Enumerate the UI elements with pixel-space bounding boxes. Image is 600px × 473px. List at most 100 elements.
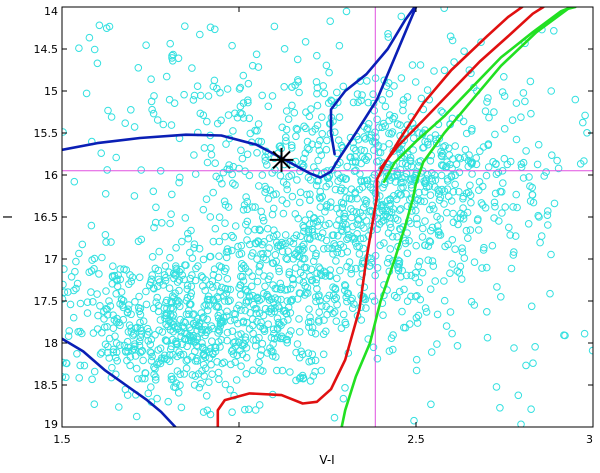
star-point bbox=[303, 137, 312, 146]
star-point bbox=[181, 22, 189, 31]
star-point bbox=[467, 198, 475, 207]
star-point bbox=[177, 332, 185, 341]
star-point bbox=[375, 123, 383, 132]
star-point bbox=[415, 188, 423, 197]
star-point bbox=[241, 405, 249, 414]
star-point bbox=[376, 241, 384, 250]
star-point bbox=[426, 191, 435, 199]
star-point bbox=[170, 99, 179, 107]
star-point bbox=[306, 313, 314, 322]
star-point bbox=[90, 367, 99, 376]
star-point bbox=[514, 391, 523, 400]
star-point bbox=[412, 366, 421, 375]
star-point bbox=[335, 113, 344, 121]
star-point bbox=[305, 112, 314, 121]
star-point bbox=[472, 154, 481, 162]
star-point bbox=[394, 216, 402, 224]
star-point bbox=[357, 146, 365, 154]
star-point bbox=[446, 32, 455, 41]
star-point bbox=[458, 244, 466, 252]
star-point bbox=[288, 295, 297, 304]
star-point bbox=[417, 197, 425, 205]
star-point bbox=[246, 129, 255, 138]
star-point bbox=[251, 406, 260, 414]
isochrone-blue-segment-2 bbox=[329, 7, 417, 156]
star-point bbox=[397, 205, 405, 213]
star-point bbox=[363, 180, 372, 188]
star-point bbox=[176, 370, 184, 379]
star-point bbox=[150, 284, 158, 293]
star-point bbox=[201, 331, 209, 340]
star-point bbox=[207, 322, 216, 330]
star-point bbox=[162, 299, 170, 307]
star-point bbox=[151, 331, 159, 339]
star-point bbox=[118, 295, 126, 304]
star-point bbox=[521, 97, 529, 106]
star-point bbox=[428, 257, 437, 265]
star-point bbox=[226, 296, 234, 305]
star-point bbox=[430, 205, 438, 213]
star-point bbox=[503, 160, 512, 169]
star-point bbox=[184, 355, 192, 364]
star-point bbox=[425, 237, 434, 245]
star-point bbox=[110, 316, 119, 324]
star-point bbox=[135, 307, 144, 316]
star-point bbox=[338, 184, 346, 193]
star-point bbox=[231, 222, 240, 230]
star-point bbox=[255, 358, 263, 367]
star-point bbox=[533, 160, 542, 169]
x-tick-label: 2.5 bbox=[407, 433, 425, 446]
star-point bbox=[433, 340, 441, 348]
star-point bbox=[243, 150, 252, 159]
star-point bbox=[166, 310, 175, 319]
star-point bbox=[153, 116, 162, 124]
star-point bbox=[293, 295, 302, 303]
star-point bbox=[384, 33, 393, 41]
star-point bbox=[256, 261, 264, 269]
star-point bbox=[278, 247, 287, 256]
star-point bbox=[222, 140, 230, 148]
star-point bbox=[342, 293, 351, 302]
star-point bbox=[87, 288, 95, 296]
star-point bbox=[180, 90, 188, 99]
star-point bbox=[351, 158, 360, 167]
star-point bbox=[479, 246, 488, 254]
star-point bbox=[293, 176, 301, 184]
star-point bbox=[66, 300, 75, 309]
star-point bbox=[78, 329, 86, 338]
star-point bbox=[412, 241, 421, 250]
star-point bbox=[169, 375, 177, 383]
star-point bbox=[257, 295, 266, 304]
star-point bbox=[292, 376, 300, 385]
star-point bbox=[151, 376, 160, 384]
star-point bbox=[498, 88, 507, 96]
star-point bbox=[333, 274, 341, 283]
star-point bbox=[165, 284, 174, 293]
star-point bbox=[497, 293, 505, 301]
star-point bbox=[289, 254, 298, 263]
star-point bbox=[407, 292, 415, 301]
star-point bbox=[442, 322, 451, 330]
star-point bbox=[173, 278, 182, 286]
isochrone-blue-segment-3 bbox=[62, 337, 177, 427]
star-point bbox=[238, 350, 247, 359]
star-point bbox=[109, 345, 118, 354]
star-point bbox=[529, 198, 538, 207]
star-point bbox=[244, 227, 252, 235]
star-point bbox=[224, 297, 233, 306]
star-point bbox=[414, 311, 423, 320]
star-point bbox=[498, 209, 506, 217]
star-point bbox=[402, 271, 411, 280]
star-point bbox=[550, 199, 559, 208]
star-point bbox=[500, 154, 509, 163]
star-point bbox=[199, 343, 207, 352]
star-point bbox=[197, 272, 206, 280]
star-point bbox=[508, 116, 517, 124]
star-point bbox=[119, 296, 128, 305]
star-point bbox=[211, 159, 219, 167]
star-point bbox=[393, 120, 402, 128]
star-point bbox=[491, 202, 499, 211]
star-point bbox=[172, 262, 180, 270]
star-point bbox=[448, 329, 456, 338]
star-point bbox=[547, 87, 556, 95]
